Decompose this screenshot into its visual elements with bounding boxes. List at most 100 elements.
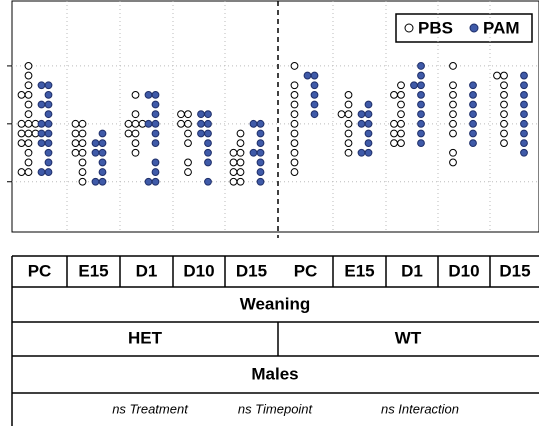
dot <box>151 168 160 176</box>
dot <box>303 71 312 80</box>
dot <box>520 81 528 90</box>
dot <box>71 139 80 148</box>
dot <box>449 119 457 128</box>
dot <box>17 168 26 176</box>
dot <box>78 129 87 138</box>
dot <box>184 110 192 119</box>
dot <box>410 81 418 90</box>
dot <box>397 110 405 119</box>
dot <box>71 119 80 128</box>
dot <box>78 158 87 167</box>
dot <box>449 129 457 138</box>
dot <box>390 90 398 99</box>
dot <box>204 177 212 186</box>
dot <box>98 148 107 157</box>
dot <box>500 81 508 90</box>
dot <box>144 90 153 99</box>
dot <box>249 148 258 157</box>
dot <box>469 139 477 148</box>
dot <box>184 168 192 176</box>
dot <box>449 148 457 157</box>
dot <box>91 139 100 148</box>
dot <box>98 158 107 167</box>
dot <box>364 100 373 109</box>
dot <box>24 110 33 119</box>
dot <box>144 177 153 186</box>
dot <box>290 90 299 99</box>
dot <box>364 148 373 157</box>
dot <box>520 110 528 119</box>
dot <box>204 139 212 148</box>
dot <box>520 139 528 148</box>
dot <box>469 129 477 138</box>
legend <box>395 13 533 43</box>
dot <box>78 119 87 128</box>
dot <box>469 90 477 99</box>
dot <box>290 129 299 138</box>
dot <box>344 100 353 109</box>
dot <box>37 129 46 138</box>
dot <box>44 168 53 176</box>
dot <box>44 110 53 119</box>
dot <box>44 90 53 99</box>
dot <box>310 110 319 119</box>
sex-label: Males <box>251 364 298 383</box>
dot <box>151 139 160 148</box>
dot <box>397 139 405 148</box>
dot <box>310 90 319 99</box>
dot <box>256 129 265 138</box>
dot <box>151 119 160 128</box>
dot <box>469 110 477 119</box>
dot <box>290 139 299 148</box>
dot <box>500 119 508 128</box>
dot <box>236 168 245 176</box>
dot <box>236 177 245 186</box>
dot <box>249 119 258 128</box>
dot <box>417 139 425 148</box>
dot <box>71 129 80 138</box>
dot <box>44 139 53 148</box>
dot <box>397 90 405 99</box>
dot <box>449 110 457 119</box>
dot <box>500 139 508 148</box>
dot <box>78 168 87 176</box>
dot <box>417 90 425 99</box>
dot <box>364 139 373 148</box>
dot <box>131 119 140 128</box>
dot <box>256 139 265 148</box>
dot <box>344 139 353 148</box>
dot <box>98 168 107 176</box>
dot <box>357 119 366 128</box>
dot <box>449 62 457 70</box>
dot <box>204 158 212 167</box>
dot <box>236 148 245 157</box>
dot <box>344 110 353 119</box>
dot <box>290 81 299 90</box>
dot <box>520 100 528 109</box>
dot <box>290 62 299 70</box>
dot <box>24 100 33 109</box>
dot <box>493 71 501 80</box>
dot <box>344 129 353 138</box>
dot <box>337 110 346 119</box>
plot-frame <box>11 0 539 233</box>
dot <box>500 90 508 99</box>
dot <box>469 100 477 109</box>
dot <box>24 71 33 80</box>
dot <box>71 148 80 157</box>
dot <box>37 139 46 148</box>
dot <box>131 90 140 99</box>
dot <box>44 119 53 128</box>
dot <box>24 158 33 167</box>
dot <box>520 129 528 138</box>
group-label: HET <box>128 328 163 347</box>
x-tick-label: D10 <box>183 261 214 280</box>
dot <box>124 129 133 138</box>
dot <box>256 158 265 167</box>
dot <box>364 129 373 138</box>
legend-label: PAM <box>483 18 520 37</box>
dot <box>256 177 265 186</box>
dot <box>520 119 528 128</box>
dot <box>204 119 212 128</box>
